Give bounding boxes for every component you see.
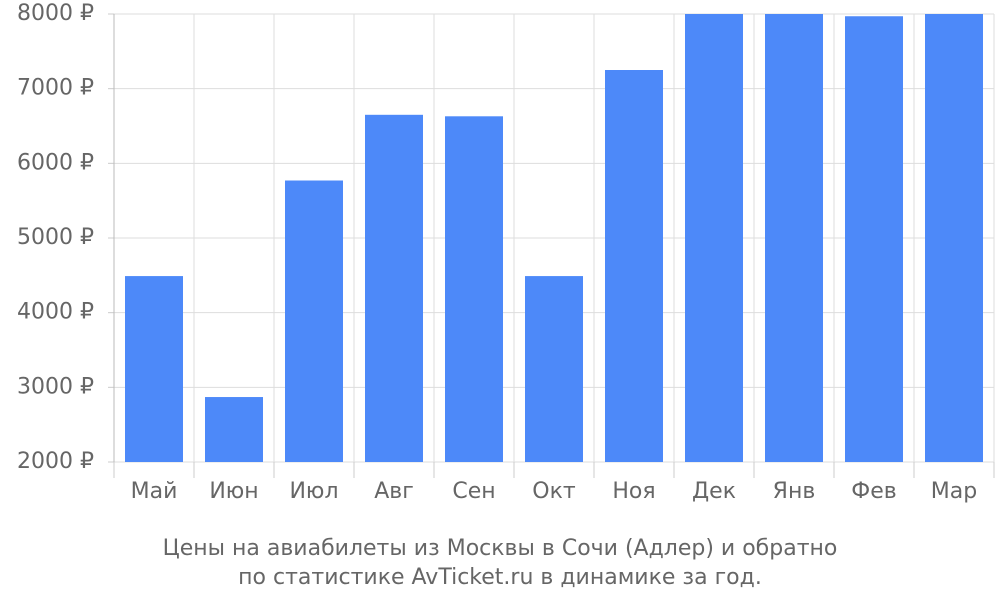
bar-7: [605, 70, 663, 462]
y-tick-label: 4000 ₽: [17, 300, 94, 325]
bar-6: [525, 276, 583, 462]
y-tick-label: 2000 ₽: [17, 449, 94, 474]
axes: [108, 13, 995, 478]
bar-3: [285, 180, 343, 463]
x-tick-label: Янв: [773, 479, 816, 504]
chart-caption: Цены на авиабилеты из Москвы в Сочи (Адл…: [163, 536, 838, 590]
bar-9: [765, 14, 823, 462]
x-tick-label: Фев: [851, 479, 896, 504]
x-tick-label: Дек: [692, 479, 736, 504]
bar-4: [365, 114, 423, 463]
x-tick-label: Авг: [374, 479, 414, 504]
y-tick-label: 5000 ₽: [17, 225, 94, 250]
bar-8: [685, 14, 743, 462]
x-tick-label: Июн: [209, 479, 258, 504]
bars: [125, 14, 983, 463]
y-tick-label: 7000 ₽: [17, 76, 94, 101]
caption-line-1: Цены на авиабилеты из Москвы в Сочи (Адл…: [163, 536, 838, 561]
x-tick-label: Июл: [289, 479, 338, 504]
y-tick-label: 6000 ₽: [17, 150, 94, 175]
y-tick-label: 3000 ₽: [17, 374, 94, 399]
tick-labels: 2000 ₽ 3000 ₽ 4000 ₽ 5000 ₽ 6000 ₽ 7000 ₽ 8000…: [17, 1, 977, 504]
x-tick-label: Сен: [452, 479, 495, 504]
bar-1: [125, 276, 183, 462]
bar-5: [445, 116, 503, 462]
y-tick-label: 8000 ₽: [17, 1, 94, 26]
x-tick-label: Окт: [532, 479, 576, 504]
bar-2: [205, 397, 263, 462]
grid: [113, 13, 995, 463]
x-tick-label: Мар: [931, 479, 977, 504]
bar-10: [845, 16, 903, 463]
x-tick-label: Май: [131, 479, 178, 504]
caption-line-2: по статистике AvTicket.ru в динамике за …: [238, 565, 762, 590]
bar-11: [925, 14, 983, 462]
x-tick-label: Ноя: [612, 479, 655, 504]
